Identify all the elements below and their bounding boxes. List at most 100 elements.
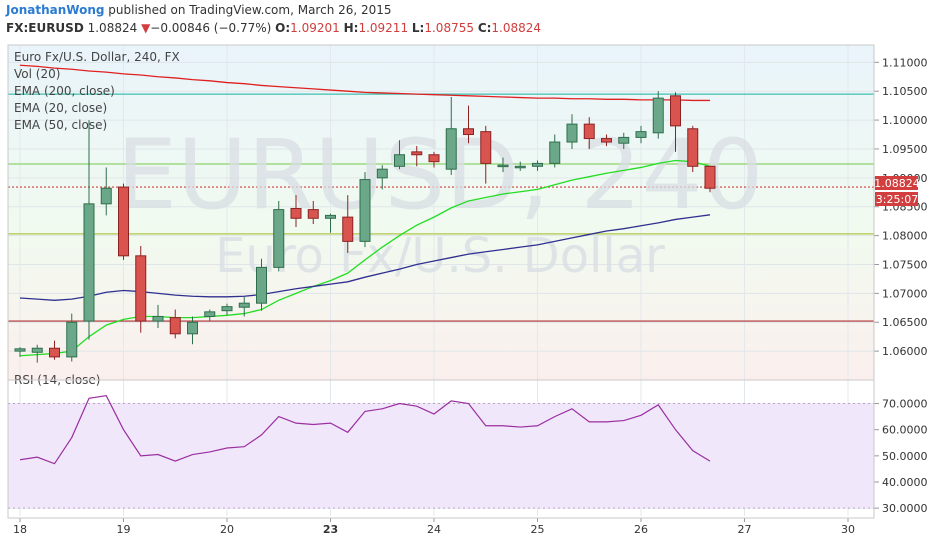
rsi-series-line[interactable] [19, 395, 711, 465]
candle[interactable] [618, 132, 630, 149]
candle[interactable] [394, 140, 405, 170]
candle[interactable] [687, 125, 699, 173]
legend-ema50[interactable]: EMA (50, close) [14, 118, 107, 132]
candle[interactable] [83, 120, 95, 340]
low-label: L: [411, 21, 425, 35]
candle-body [497, 164, 509, 168]
candle-body [135, 255, 147, 322]
candle[interactable] [532, 160, 543, 171]
candle[interactable] [411, 146, 423, 167]
candle[interactable] [135, 246, 147, 333]
candle[interactable] [66, 313, 78, 362]
candle[interactable] [14, 347, 26, 357]
candle[interactable] [652, 91, 664, 139]
candle-body [169, 317, 181, 335]
candle-body [152, 315, 164, 322]
candle-body [290, 207, 302, 219]
legend-ema200[interactable]: EMA (200, close) [14, 84, 115, 98]
candle[interactable] [118, 183, 129, 260]
candle[interactable] [445, 96, 457, 175]
chart-frame [7, 44, 875, 519]
price-badges: 1.08824 3:25:07 [874, 176, 920, 206]
candle[interactable] [204, 309, 216, 322]
candle[interactable] [307, 200, 319, 225]
candle-body [566, 123, 578, 143]
rsi-tick-label: 40.0000 [882, 476, 928, 489]
price-axis[interactable]: 1.060001.065001.070001.075001.080001.085… [874, 56, 928, 358]
candle[interactable] [290, 195, 302, 227]
time-tick-label: 25 [531, 523, 545, 536]
candle[interactable] [256, 258, 267, 311]
candle[interactable] [670, 92, 681, 152]
candle[interactable] [549, 134, 561, 168]
countdown-badge-text: 3:25:07 [876, 193, 918, 206]
rsi-axis[interactable]: 30.0000 40.0000 50.0000 60.0000 70.0000 [874, 398, 928, 516]
candle-body [549, 141, 561, 164]
candle[interactable] [325, 213, 336, 233]
legend-title[interactable]: Euro Fx/U.S. Dollar, 240, FX [14, 50, 180, 64]
candle-body [411, 151, 423, 156]
candle-body [394, 154, 405, 167]
time-tick-label: 23 [323, 523, 338, 536]
candle[interactable] [704, 165, 716, 193]
candle[interactable] [463, 105, 474, 144]
rsi-band [8, 403, 874, 509]
candle[interactable] [273, 200, 285, 272]
candle[interactable] [152, 304, 164, 329]
candle-body [532, 162, 543, 167]
close-value: 1.08824 [491, 21, 542, 35]
symbol-label[interactable]: FX:EURUSD [6, 21, 84, 35]
candle[interactable] [342, 195, 354, 253]
last-price-badge [875, 176, 918, 190]
candle-body [118, 186, 129, 257]
candle-body [359, 179, 371, 242]
candle[interactable] [583, 117, 595, 149]
candle[interactable] [31, 344, 43, 363]
candle[interactable] [100, 167, 112, 216]
candle-body [704, 165, 716, 189]
candle[interactable] [187, 316, 198, 345]
legend-ema20[interactable]: EMA (20, close) [14, 101, 107, 115]
candle[interactable] [428, 151, 440, 168]
candle-body [307, 209, 319, 219]
candle[interactable] [497, 157, 509, 173]
candle[interactable] [566, 114, 578, 149]
author-link[interactable]: JonathanWong [6, 3, 105, 17]
candle[interactable] [238, 296, 250, 317]
candle[interactable] [169, 309, 181, 339]
candle-body [618, 136, 630, 144]
candle-body [583, 123, 595, 140]
candle[interactable] [601, 134, 612, 147]
price-tick-label: 1.07500 [882, 258, 928, 271]
ema20-line[interactable] [19, 159, 711, 357]
rsi-tick-label: 30.0000 [882, 502, 928, 515]
candle[interactable] [359, 172, 371, 248]
candle-body [687, 128, 699, 167]
price-tick-label: 1.10000 [882, 114, 928, 127]
legend-vol[interactable]: Vol (20) [14, 67, 60, 81]
candle-body [66, 321, 78, 358]
time-tick-label: 26 [634, 523, 648, 536]
watermark-name: Euro Fx/U.S. Dollar [215, 228, 665, 284]
candle[interactable] [221, 303, 233, 316]
open-label: O: [275, 21, 291, 35]
ema-lines [19, 64, 711, 357]
candle[interactable] [514, 161, 526, 171]
candle-body [49, 347, 60, 358]
price-pane-background [8, 45, 874, 380]
candle-body [14, 348, 26, 352]
candle-body [376, 168, 388, 179]
candle[interactable] [376, 165, 388, 190]
rsi-tick-label: 70.0000 [882, 398, 928, 411]
price-tick-label: 1.06000 [882, 345, 928, 358]
rsi-band-fill [8, 403, 874, 509]
candle[interactable] [635, 125, 647, 144]
time-tick-label: 24 [427, 523, 441, 536]
time-tick-label: 19 [117, 523, 131, 536]
ema200-line[interactable] [19, 64, 710, 102]
time-axis[interactable]: 18 19 20 23 24 25 26 27 30 [8, 517, 874, 536]
ema50-line[interactable] [19, 214, 711, 301]
candle[interactable] [49, 340, 60, 360]
candle[interactable] [480, 125, 492, 184]
